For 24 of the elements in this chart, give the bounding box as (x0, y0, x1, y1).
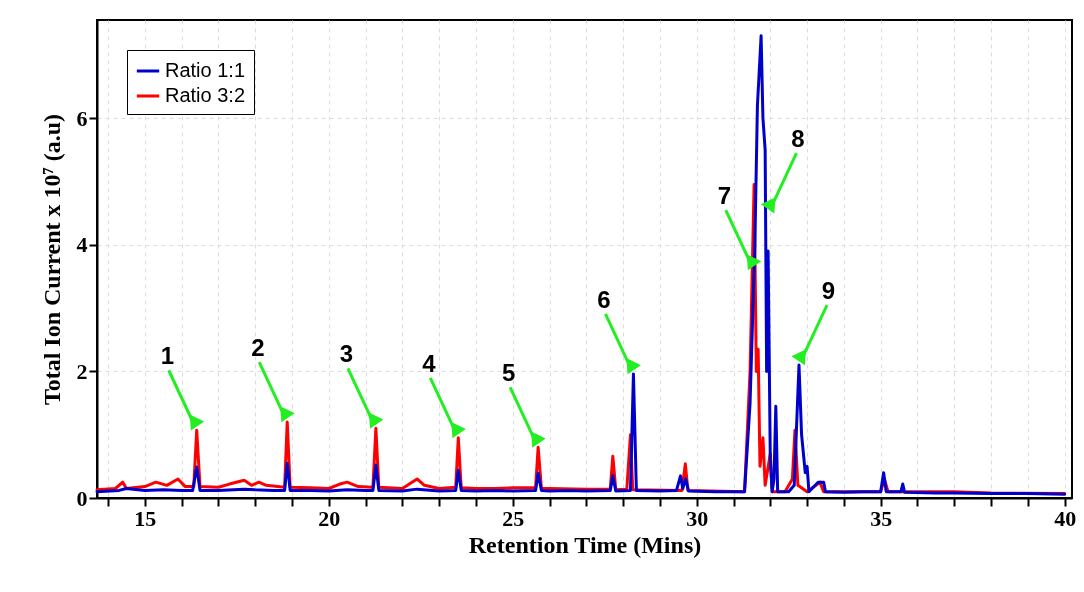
annotation: 1 (160, 342, 174, 370)
x-tick-label: 40 (1054, 505, 1077, 531)
annotation: 7 (717, 182, 732, 210)
y-axis-title: Total Ion Current x 10⁷ (a.u) (38, 113, 65, 406)
annotation: 8 (791, 125, 805, 153)
x-tick-label: 25 (502, 505, 525, 531)
x-axis-title: Retention Time (Mins) (468, 531, 702, 558)
legend-label: Ratio 1:1 (165, 59, 246, 81)
legend-label: Ratio 3:2 (165, 84, 246, 106)
y-tick-label: 6 (76, 105, 88, 131)
annotation: 2 (251, 334, 265, 362)
annotation: 3 (339, 340, 354, 368)
x-tick-label: 20 (318, 505, 341, 531)
y-tick-label: 4 (76, 232, 88, 258)
y-tick-label: 2 (76, 358, 88, 384)
annotation: 5 (502, 359, 516, 387)
x-tick-label: 15 (134, 505, 157, 531)
x-tick-label: 30 (686, 505, 709, 531)
x-tick-label: 35 (870, 505, 893, 531)
annotation: 9 (821, 277, 836, 305)
y-tick-label: 0 (76, 485, 88, 511)
annotation: 4 (422, 349, 437, 377)
line-series (95, 34, 1067, 496)
annotation: 6 (597, 285, 611, 313)
